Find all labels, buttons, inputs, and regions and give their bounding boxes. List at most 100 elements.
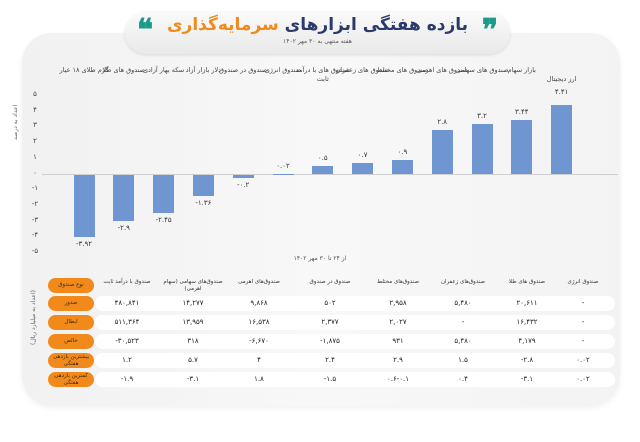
table-cell: ۹,۸۶۸ [250,299,268,307]
y-tick: ۴ [33,105,37,114]
table-cell: - [581,318,585,326]
category-label: صندوق های طلا [102,66,146,74]
y-tick: ۵ [33,90,37,98]
bar-value-label: ۰.۰۲ [276,161,290,170]
y-tick: -۴ [31,231,39,240]
y-tick: -۱ [31,184,39,193]
table-cell: ۵۰۲ [324,299,336,307]
table-cell: ۳۱۸ [187,337,199,345]
bar [73,175,95,237]
table-row [95,334,615,349]
column-header: صندوق انرژی [567,279,599,285]
row-label: خالص [48,334,94,349]
bar-value-label: ۰.۵ [317,154,328,163]
table-cell: ۰.۶-۰.۱ [386,375,409,383]
table-cell: ۱.۸ [254,375,264,383]
bar-value-label: -۰.۲ [237,181,250,190]
table-cell: -۱.۵ [323,375,337,383]
table-cell: ۱۴,۲۷۷ [182,299,204,307]
bar-value-label: -۳.۹۲ [75,239,93,248]
bar [471,123,493,174]
y-tick: ۳ [33,121,37,130]
table-cell: -۱,۸۷۵ [320,337,340,345]
bar [272,173,294,175]
category-label: صندوق انرژی [264,66,302,74]
bar-value-label: ۰.۷ [357,151,368,159]
table-cell: ۱۳,۹۵۹ [182,318,204,326]
category-label: صندوق در صندوق [219,66,268,74]
table-cell: ۰.۴ [458,375,468,383]
category-label: دلار بازار آزاد [185,66,222,74]
table-cell: - [581,299,585,307]
table-cell: -۶,۶۷۰ [249,337,269,345]
bar [551,104,573,174]
row-label: صدور [48,296,94,311]
category-label: سکه بهار آزادی [142,66,185,74]
table-cell: ۲۰,۶۱۱ [516,299,538,307]
table-row [95,372,615,387]
bar-value-label: ۲.۸ [437,118,448,127]
y-tick: -۲ [31,199,39,208]
page-title: بازده هفتگی ابزارهای سرمایه‌گذاری [166,15,469,35]
column-header: صندوق‌های مختلط [377,279,419,285]
table-cell: -۱.۹ [120,375,134,383]
bar [312,166,334,174]
y-tick: ۲ [33,137,37,146]
category-label: صندوق های با درآمد ثابت [295,66,350,83]
table-cell: ۲.۹ [393,356,403,364]
table-cell: ۰.۰۲ [576,356,590,364]
table-cell: ۱.۲ [122,356,132,364]
bar-value-label: ۳.۲ [477,111,487,120]
bar [352,163,374,174]
table-cell: ۱.۵ [458,356,468,364]
table-cell: -۲.۸ [520,356,534,364]
table-cell: ۵,۴۸۰ [454,299,472,307]
bar-value-label: -۲.۴۵ [155,216,172,225]
zero-axis-line [42,174,618,175]
column-header: صندوق‌های سهامی (سهام اهرمی) [163,279,223,292]
y-tick: -۳ [31,215,39,224]
table-row [95,315,615,330]
row-label: نوع صندوق [48,278,94,293]
bar [431,130,453,174]
table-y-axis-label: (اعداد به میلیارد ریال) [30,290,37,345]
bar [113,175,135,221]
bar [153,175,175,214]
category-label: ارز دیجیتال [546,75,577,83]
bar-value-label: ۰.۹ [397,147,408,156]
table-cell: ۵۱۱,۳۶۴ [114,318,140,326]
column-header: صندوق های طلا [508,279,546,285]
row-label: ابطال [48,315,94,330]
bar-value-label: -۲.۹ [117,223,130,232]
category-label: بازار سهام [507,66,536,74]
bar-value-label: ۴.۴۱ [554,88,569,96]
quote-close-icon: ❞ [481,13,498,48]
column-header: صندوق در صندوق [309,279,351,285]
table-cell: -۳.۱ [520,375,534,383]
category-label: صندوق های اهرمی [416,66,468,74]
category-label: صندوق های سهامی [455,66,509,74]
table-cell: ۱۶,۴۳۲ [516,318,538,326]
category-label: صندوق های زعفران [335,66,390,74]
bar [192,175,214,197]
x-axis-caption: از ۲۴ تا ۳۰ مهر ۱۴۰۲ [293,255,347,262]
table-cell: ۲,۹۵۸ [389,299,407,307]
row-label: بیشترین بازدهی هفتگی [48,353,94,368]
category-label: گرم طلای ۱۸ عیار [59,66,109,74]
table-cell: ۴۸۰,۸۴۱ [114,299,140,307]
bar-value-label: -۱.۳۶ [195,199,212,208]
y-tick: ۰ [33,168,37,177]
table-row [95,296,615,311]
table-cell: - [581,337,585,345]
y-axis-label: اعداد به درصد [12,104,19,140]
table-cell: ۴ [257,356,261,364]
table-cell: ۱۶,۵۳۸ [248,318,270,326]
quote-open-icon: ❝ [137,13,154,48]
title-banner: ❝ بازده هفتگی ابزارهای سرمایه‌گذاری هفته… [125,12,510,54]
table-cell: ۵.۷ [188,356,198,364]
column-header: صندوق با درآمد ثابت [103,279,151,285]
row-label: کمترین بازدهی هفتگی [48,372,94,387]
column-header: صندوق‌های زعفران [440,279,486,285]
bar-chart: اعداد به درصد از ۲۴ تا ۳۰ مهر ۱۴۰۲ ۵ ۴ ۳ ۲ ۱… [12,66,618,262]
bar-value-label: ۳.۴۴ [515,107,529,116]
